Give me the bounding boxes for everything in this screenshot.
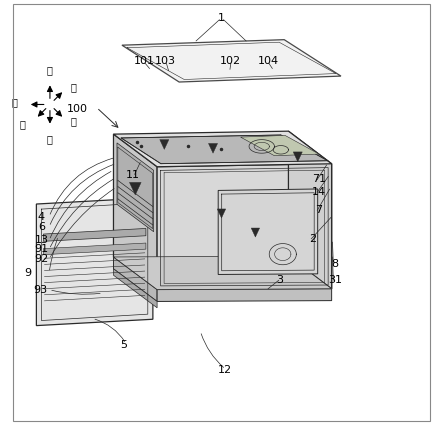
- Text: 3: 3: [276, 275, 284, 285]
- Text: 后: 后: [70, 82, 77, 92]
- Text: 右: 右: [70, 116, 77, 126]
- Polygon shape: [43, 229, 146, 241]
- Polygon shape: [121, 135, 328, 164]
- Text: 2: 2: [309, 234, 316, 244]
- Polygon shape: [129, 182, 141, 195]
- Text: 100: 100: [67, 104, 88, 114]
- Text: 102: 102: [219, 56, 241, 66]
- Text: 104: 104: [257, 56, 279, 66]
- Text: 101: 101: [134, 56, 155, 66]
- Text: 4: 4: [38, 212, 45, 222]
- Text: 91: 91: [35, 244, 49, 254]
- Polygon shape: [293, 152, 302, 162]
- Polygon shape: [113, 257, 157, 301]
- Text: 下: 下: [47, 134, 53, 144]
- Polygon shape: [113, 134, 157, 289]
- Text: 左: 左: [12, 97, 17, 108]
- Text: 14: 14: [312, 187, 326, 197]
- Polygon shape: [251, 228, 260, 237]
- Polygon shape: [209, 144, 218, 153]
- Text: 9: 9: [24, 268, 31, 278]
- Text: 71: 71: [312, 174, 326, 184]
- Text: 11: 11: [125, 170, 140, 180]
- Polygon shape: [36, 198, 153, 326]
- Polygon shape: [157, 289, 332, 301]
- Polygon shape: [122, 40, 341, 82]
- Polygon shape: [218, 189, 318, 275]
- Text: 8: 8: [331, 259, 338, 269]
- Text: 31: 31: [328, 275, 342, 285]
- Polygon shape: [117, 143, 154, 232]
- Polygon shape: [43, 243, 146, 255]
- Polygon shape: [113, 131, 332, 167]
- Text: 1: 1: [218, 13, 225, 23]
- Text: 7: 7: [315, 205, 323, 215]
- Polygon shape: [217, 209, 226, 218]
- Text: 103: 103: [155, 56, 176, 66]
- Text: 13: 13: [35, 235, 48, 246]
- Text: 92: 92: [35, 254, 49, 264]
- Polygon shape: [113, 256, 332, 289]
- Polygon shape: [241, 136, 319, 156]
- Polygon shape: [113, 269, 157, 308]
- Text: 6: 6: [38, 222, 45, 232]
- Polygon shape: [157, 164, 332, 289]
- Polygon shape: [288, 131, 332, 289]
- Text: 前: 前: [20, 119, 26, 129]
- Polygon shape: [160, 140, 169, 149]
- Text: 上: 上: [47, 65, 53, 75]
- Text: 5: 5: [120, 340, 127, 350]
- Text: 93: 93: [33, 285, 47, 295]
- Text: 12: 12: [218, 365, 232, 375]
